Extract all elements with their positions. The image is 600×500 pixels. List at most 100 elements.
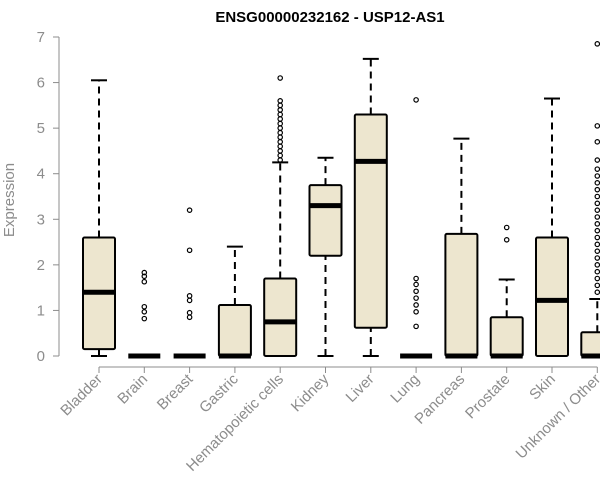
outlier-point bbox=[413, 302, 419, 308]
x-tick-label: Lung bbox=[387, 371, 423, 407]
outlier-point bbox=[594, 262, 600, 268]
y-tick-label: 6 bbox=[37, 75, 45, 92]
outlier-point bbox=[186, 207, 193, 213]
x-tick-label: Liver bbox=[343, 371, 378, 406]
outlier-point bbox=[594, 123, 600, 129]
x-tick-label: Bladder bbox=[57, 371, 106, 420]
outlier-point bbox=[277, 139, 284, 145]
y-tick-label: 0 bbox=[37, 348, 45, 365]
iqr-box bbox=[353, 113, 388, 329]
outlier-point bbox=[277, 75, 284, 81]
outlier-point bbox=[186, 297, 193, 304]
x-tick-label: Skin bbox=[526, 371, 559, 404]
outlier-point bbox=[277, 125, 284, 131]
outlier-point bbox=[277, 111, 284, 118]
outlier-point bbox=[277, 148, 284, 154]
outlier-point bbox=[594, 157, 600, 163]
x-tick-label: Brain bbox=[114, 371, 151, 408]
outlier-point bbox=[503, 236, 510, 243]
outlier-point bbox=[413, 295, 419, 301]
outlier-point bbox=[277, 98, 284, 104]
outlier-point bbox=[413, 323, 419, 330]
box-liver bbox=[353, 57, 388, 357]
iqr-box bbox=[489, 316, 524, 357]
iqr-box bbox=[308, 184, 343, 257]
outlier-point bbox=[186, 293, 193, 299]
y-tick-label: 5 bbox=[37, 120, 45, 137]
y-tick-label: 3 bbox=[37, 211, 45, 228]
outlier-point bbox=[141, 308, 148, 315]
box-skin bbox=[535, 97, 569, 357]
box-lung bbox=[400, 97, 433, 359]
box-breast bbox=[173, 207, 206, 359]
plot-area bbox=[82, 41, 600, 359]
outlier-point bbox=[594, 234, 600, 241]
outlier-point bbox=[413, 308, 419, 315]
x-tick-label: Prostate bbox=[462, 371, 514, 423]
outlier-point bbox=[594, 268, 600, 275]
outlier-point bbox=[594, 200, 600, 207]
outlier-point bbox=[594, 193, 600, 200]
outlier-point bbox=[594, 289, 600, 295]
outlier-point bbox=[594, 186, 600, 193]
y-axis-label: Expression bbox=[1, 163, 18, 237]
outlier-point bbox=[277, 120, 284, 127]
box-brain bbox=[128, 269, 161, 359]
x-tick-label: Kidney bbox=[288, 370, 333, 415]
outlier-point bbox=[277, 102, 284, 109]
outlier-point bbox=[594, 221, 600, 227]
outlier-point bbox=[277, 107, 284, 113]
box-pancreas bbox=[444, 137, 479, 359]
outlier-point bbox=[141, 273, 148, 280]
box-kidney bbox=[308, 156, 343, 357]
outlier-point bbox=[186, 314, 193, 321]
box-unknown-other bbox=[580, 41, 600, 359]
outlier-point bbox=[186, 309, 193, 316]
outlier-point bbox=[594, 282, 600, 289]
y-tick-label: 7 bbox=[37, 29, 45, 46]
outlier-point bbox=[594, 139, 600, 145]
outlier-point bbox=[594, 255, 600, 261]
outlier-point bbox=[413, 97, 419, 103]
x-tick-label: Breast bbox=[154, 370, 197, 413]
iqr-box bbox=[263, 277, 298, 357]
outlier-point bbox=[594, 248, 600, 254]
chart-title: ENSG00000232162 - USP12-AS1 bbox=[215, 9, 444, 26]
outlier-point bbox=[503, 224, 510, 231]
outlier-point bbox=[141, 315, 148, 322]
outlier-point bbox=[594, 227, 600, 234]
box-bladder bbox=[82, 79, 116, 357]
outlier-point bbox=[594, 275, 600, 282]
outlier-point bbox=[594, 207, 600, 213]
y-tick-label: 2 bbox=[37, 257, 45, 274]
outlier-point bbox=[594, 180, 600, 186]
outlier-point bbox=[277, 152, 284, 159]
x-tick-label: Pancreas bbox=[411, 371, 468, 428]
iqr-box bbox=[580, 331, 600, 357]
outlier-point bbox=[594, 241, 600, 248]
outlier-point bbox=[413, 275, 419, 282]
outlier-point bbox=[413, 281, 419, 288]
outlier-point bbox=[277, 134, 284, 141]
outlier-point bbox=[594, 41, 600, 47]
outlier-point bbox=[594, 173, 600, 179]
iqr-box bbox=[217, 303, 252, 357]
outlier-point bbox=[186, 247, 193, 254]
iqr-box bbox=[444, 232, 479, 358]
outlier-point bbox=[594, 166, 600, 172]
box-gastric bbox=[217, 245, 252, 359]
outlier-point bbox=[594, 214, 600, 220]
y-tick-label: 1 bbox=[37, 302, 45, 319]
outlier-point bbox=[413, 288, 419, 295]
box-hematopoietic-cells bbox=[263, 75, 298, 357]
outlier-point bbox=[141, 303, 148, 310]
outlier-point bbox=[141, 278, 148, 285]
y-tick-label: 4 bbox=[37, 166, 45, 183]
iqr-box bbox=[535, 236, 569, 357]
outlier-point bbox=[141, 269, 148, 276]
outlier-point bbox=[277, 116, 284, 122]
outlier-point bbox=[277, 129, 284, 136]
outlier-point bbox=[277, 143, 284, 150]
box-prostate bbox=[489, 224, 524, 359]
